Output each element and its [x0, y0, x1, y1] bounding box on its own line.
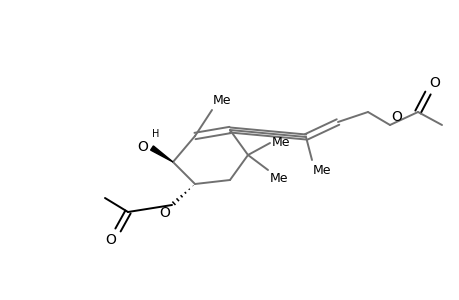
Text: O: O — [428, 76, 439, 90]
Text: Me: Me — [312, 164, 331, 177]
Text: O: O — [390, 110, 401, 124]
Text: H: H — [152, 129, 159, 139]
Text: O: O — [105, 233, 116, 247]
Polygon shape — [150, 146, 173, 162]
Text: Me: Me — [213, 94, 231, 107]
Text: Me: Me — [271, 136, 290, 148]
Text: O: O — [137, 140, 148, 154]
Text: Me: Me — [269, 172, 288, 185]
Text: O: O — [159, 206, 170, 220]
